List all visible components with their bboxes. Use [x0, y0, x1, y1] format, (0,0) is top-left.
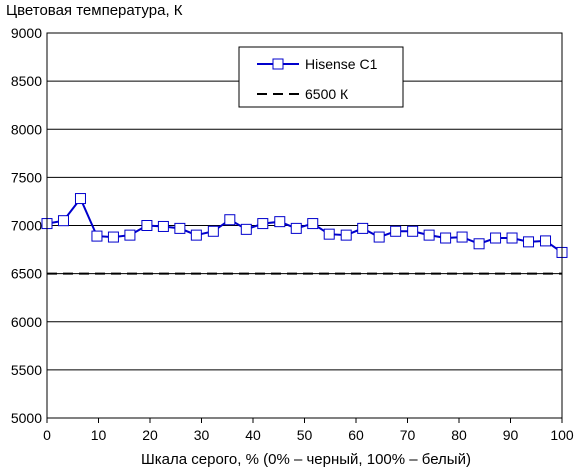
x-tick-label: 10	[91, 427, 107, 443]
x-tick-labels: 0 10 20 30 40 50 60 70 80 90 100	[43, 427, 574, 443]
data-point-marker	[540, 235, 552, 247]
x-tick-label: 60	[348, 427, 364, 443]
x-tick-label: 30	[194, 427, 210, 443]
data-point-marker	[91, 230, 103, 242]
data-point-marker	[141, 220, 153, 231]
x-tick-label: 70	[400, 427, 416, 443]
data-point-marker	[307, 218, 319, 230]
x-tick-label: 90	[503, 427, 519, 443]
data-point-marker	[407, 225, 419, 237]
y-tick-label: 8500	[11, 73, 42, 89]
y-tick-label: 7500	[11, 169, 42, 185]
data-point-marker	[274, 216, 286, 228]
y-tick-label: 6000	[11, 314, 42, 330]
data-point-marker	[323, 228, 335, 240]
data-point-marker	[340, 229, 352, 241]
y-axis-title: Цветовая температура, К	[6, 2, 183, 19]
data-point-marker	[174, 222, 186, 234]
legend-swatch-hisense-marker	[272, 58, 284, 70]
legend: Hisense C1 6500 К	[238, 46, 404, 108]
legend-label-6500k: 6500 К	[305, 86, 349, 102]
y-tick-label: 9000	[11, 25, 42, 41]
data-point-marker	[207, 225, 219, 237]
y-tick-labels: 5000 5500 6000 6500 7000 7500 8000 8500 9000	[11, 25, 42, 426]
x-axis-title: Шкала серого, % (0% – черный, 100% – бел…	[141, 451, 471, 468]
data-point-marker	[456, 231, 468, 243]
data-point-marker	[473, 238, 485, 250]
y-tick-label: 5500	[11, 362, 42, 378]
y-tick-label: 7000	[11, 218, 42, 234]
data-point-marker	[190, 229, 202, 241]
data-point-marker	[440, 232, 452, 244]
y-tick-label: 6500	[11, 266, 42, 282]
data-point-marker	[224, 214, 236, 226]
data-point-marker	[240, 223, 252, 235]
data-point-marker	[74, 193, 86, 205]
data-point-marker	[490, 232, 502, 244]
data-point-marker	[506, 232, 518, 244]
data-point-marker	[523, 236, 535, 248]
x-tick-label: 100	[550, 427, 574, 443]
data-point-marker	[257, 218, 269, 230]
legend-label-hisense: Hisense C1	[305, 56, 378, 72]
plot-area-border	[46, 32, 563, 419]
data-point-marker	[423, 229, 435, 241]
data-point-marker	[357, 222, 369, 234]
x-tick-label: 0	[43, 427, 51, 443]
y-tick-label: 8000	[11, 121, 42, 137]
data-point-marker	[373, 231, 385, 243]
series-layer	[41, 193, 568, 258]
gridlines	[46, 80, 563, 423]
data-point-marker	[57, 215, 69, 227]
data-point-marker	[157, 220, 169, 232]
data-point-marker	[107, 231, 119, 243]
data-point-marker	[390, 225, 402, 237]
y-tick-label: 5000	[11, 410, 42, 426]
data-point-marker	[124, 229, 136, 241]
x-tick-label: 80	[451, 427, 467, 443]
legend-box	[238, 46, 404, 108]
data-point-marker	[290, 222, 302, 234]
x-tick-label: 40	[245, 427, 261, 443]
x-tick-label: 20	[142, 427, 158, 443]
x-tick-label: 50	[297, 427, 313, 443]
